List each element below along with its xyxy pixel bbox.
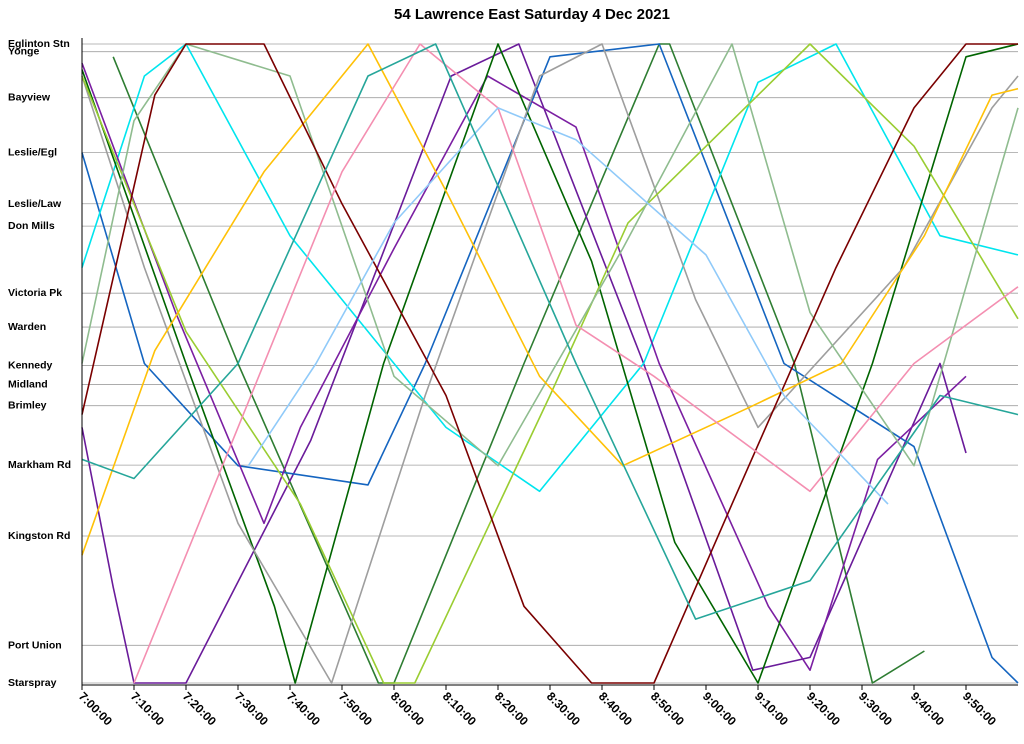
stop-label: Brimley (8, 400, 47, 412)
stop-label: Kennedy (8, 359, 53, 371)
stop-label: Markham Rd (8, 459, 71, 471)
series-line (81, 43, 1018, 684)
stop-label: Bayview (8, 92, 51, 104)
series-line (81, 43, 967, 684)
x-tick-label: 8:50:00 (648, 689, 687, 728)
series-line (112, 43, 925, 684)
x-tick-label: 7:50:00 (336, 689, 375, 728)
x-tick-label: 9:10:00 (752, 689, 791, 728)
stop-label: Don Mills (8, 220, 55, 232)
series-line (81, 62, 967, 672)
x-tick-label: 8:00:00 (388, 689, 427, 728)
series-line (247, 107, 889, 505)
x-tick-label: 7:20:00 (180, 689, 219, 728)
series-line (81, 43, 1019, 684)
x-tick-label: 9:00:00 (700, 689, 739, 728)
stop-label: Leslie/Law (8, 198, 62, 210)
grid-layer (82, 43, 1018, 684)
x-tick-label: 8:40:00 (596, 689, 635, 728)
x-tick-label: 9:30:00 (856, 689, 895, 728)
stop-label: Warden (8, 321, 46, 333)
x-tick-label: 9:20:00 (804, 689, 843, 728)
stop-label: Midland (8, 379, 48, 391)
series-line (81, 43, 1019, 493)
x-tick-label: 7:40:00 (284, 689, 323, 728)
series-line (133, 43, 1019, 684)
series-line (81, 43, 1019, 620)
series-line (81, 43, 1019, 556)
stop-label: Port Union (8, 639, 62, 651)
x-tick-label: 8:30:00 (544, 689, 583, 728)
series-line (81, 43, 1019, 467)
series-line (81, 43, 1019, 684)
stop-label: Starspray (8, 677, 57, 689)
stop-label: Kingston Rd (8, 530, 70, 542)
x-tick-label: 7:00:00 (76, 689, 115, 728)
x-tick-label: 7:30:00 (232, 689, 271, 728)
x-tick-label: 8:10:00 (440, 689, 479, 728)
chart-title: 54 Lawrence East Saturday 4 Dec 2021 (394, 6, 670, 23)
series-layer (81, 43, 1019, 684)
x-tick-label: 7:10:00 (128, 689, 167, 728)
stop-label: Leslie/Egl (8, 147, 57, 159)
x-tick-label: 9:50:00 (960, 689, 999, 728)
stop-label: Yonge (8, 46, 39, 58)
x-tick-label: 8:20:00 (492, 689, 531, 728)
stop-label: Eglinton Stn (8, 38, 70, 50)
series-line (81, 43, 1019, 684)
series-line (81, 43, 1019, 684)
x-tick-label: 9:40:00 (908, 689, 947, 728)
axis-layer (81, 38, 1018, 690)
stop-label: Victoria Pk (8, 287, 62, 299)
